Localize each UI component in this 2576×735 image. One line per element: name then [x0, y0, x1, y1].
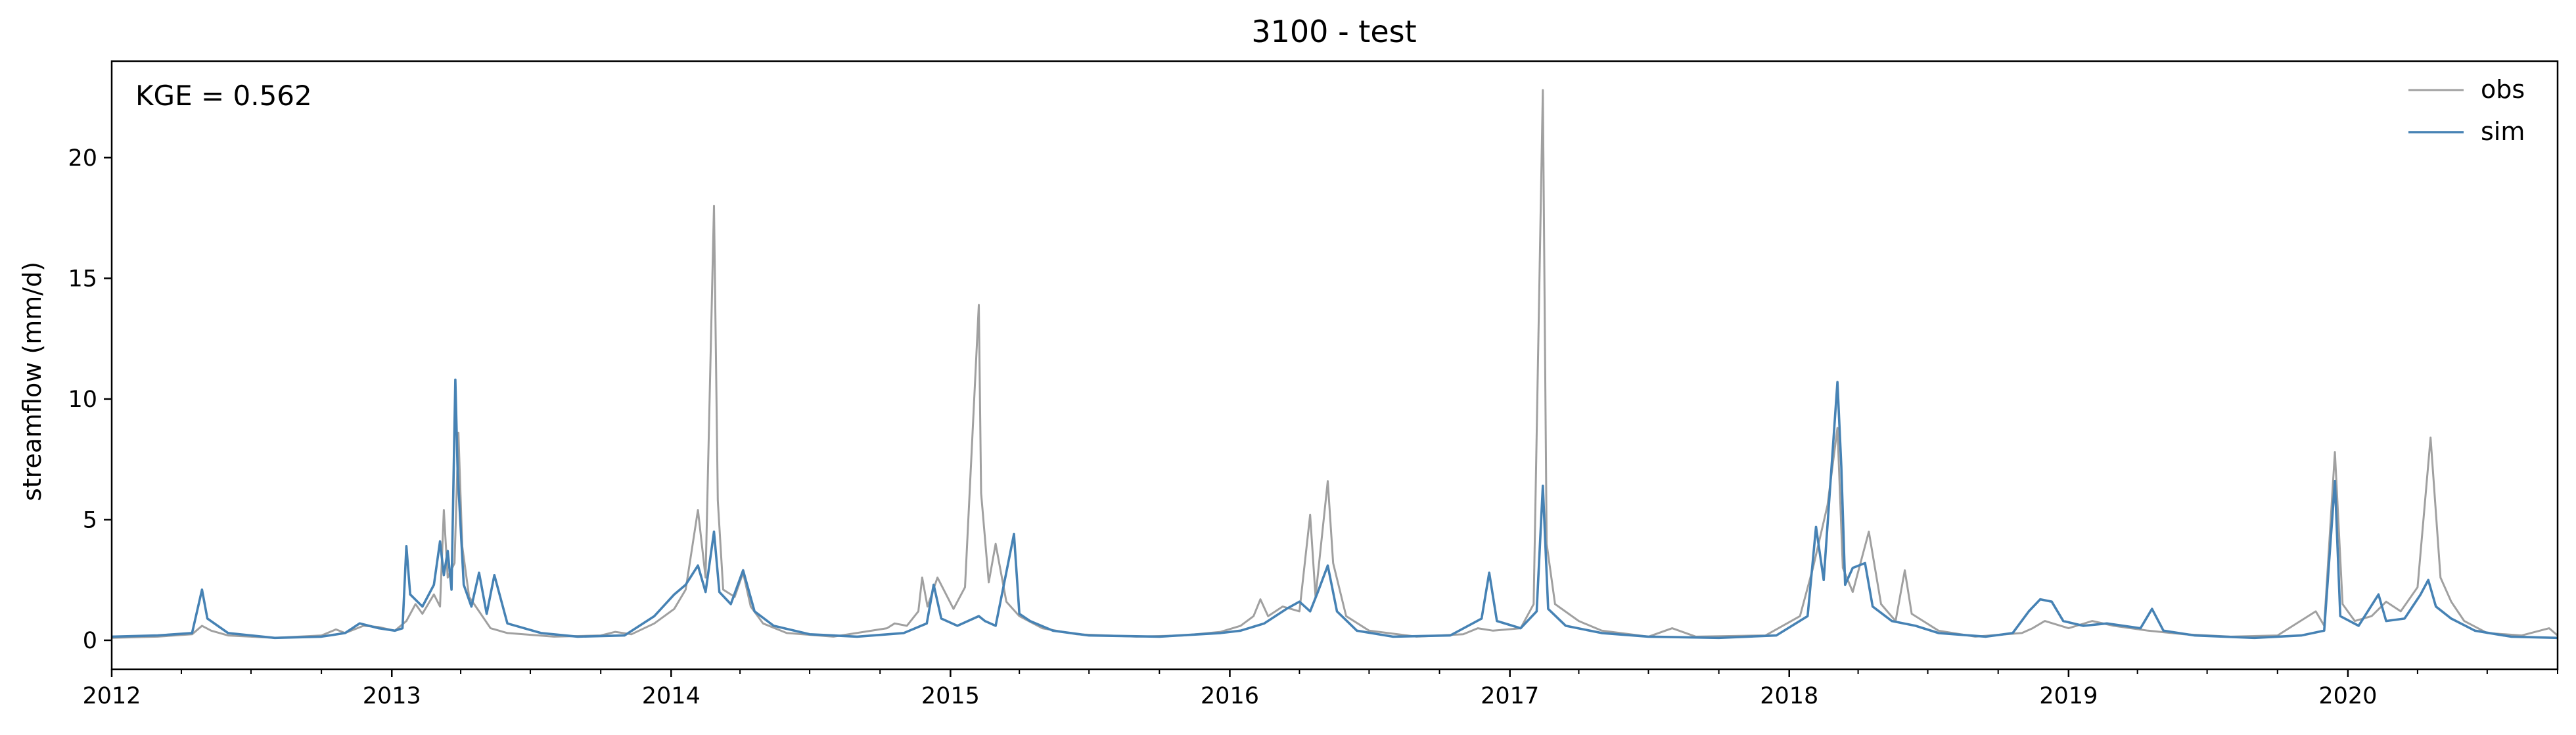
x-tick-label: 2015	[921, 683, 980, 709]
legend: obs sim	[2408, 75, 2525, 146]
legend-label-obs: obs	[2481, 75, 2525, 104]
y-tick-label: 10	[68, 387, 97, 413]
x-axis: 2012 2013 2014 2015 2016 2017 2018 2019 2020	[82, 669, 2558, 709]
x-tick-label: 2018	[1760, 683, 1818, 709]
series-layer	[111, 89, 2558, 640]
series-line-sim	[111, 378, 2558, 640]
y-axis-label: streamflow (mm/d)	[18, 262, 47, 501]
y-tick-label: 15	[68, 266, 97, 292]
x-tick-label: 2013	[363, 683, 421, 709]
x-tick-label: 2020	[2318, 683, 2377, 709]
x-tick-label: 2019	[2039, 683, 2098, 709]
legend-label-sim: sim	[2481, 117, 2525, 146]
x-tick-label: 2016	[1201, 683, 1259, 709]
x-tick-label: 2012	[82, 683, 141, 709]
y-tick-label: 20	[68, 145, 97, 172]
y-tick-label: 5	[83, 507, 97, 533]
chart-title: 3100 - test	[1251, 14, 1416, 49]
y-tick-label: 0	[83, 628, 97, 654]
y-axis: 0 5 10 15 20	[68, 145, 112, 654]
x-tick-label: 2014	[642, 683, 701, 709]
x-tick-label: 2017	[1481, 683, 1539, 709]
kge-annotation: KGE = 0.562	[135, 80, 312, 112]
plot-border	[110, 60, 2559, 671]
